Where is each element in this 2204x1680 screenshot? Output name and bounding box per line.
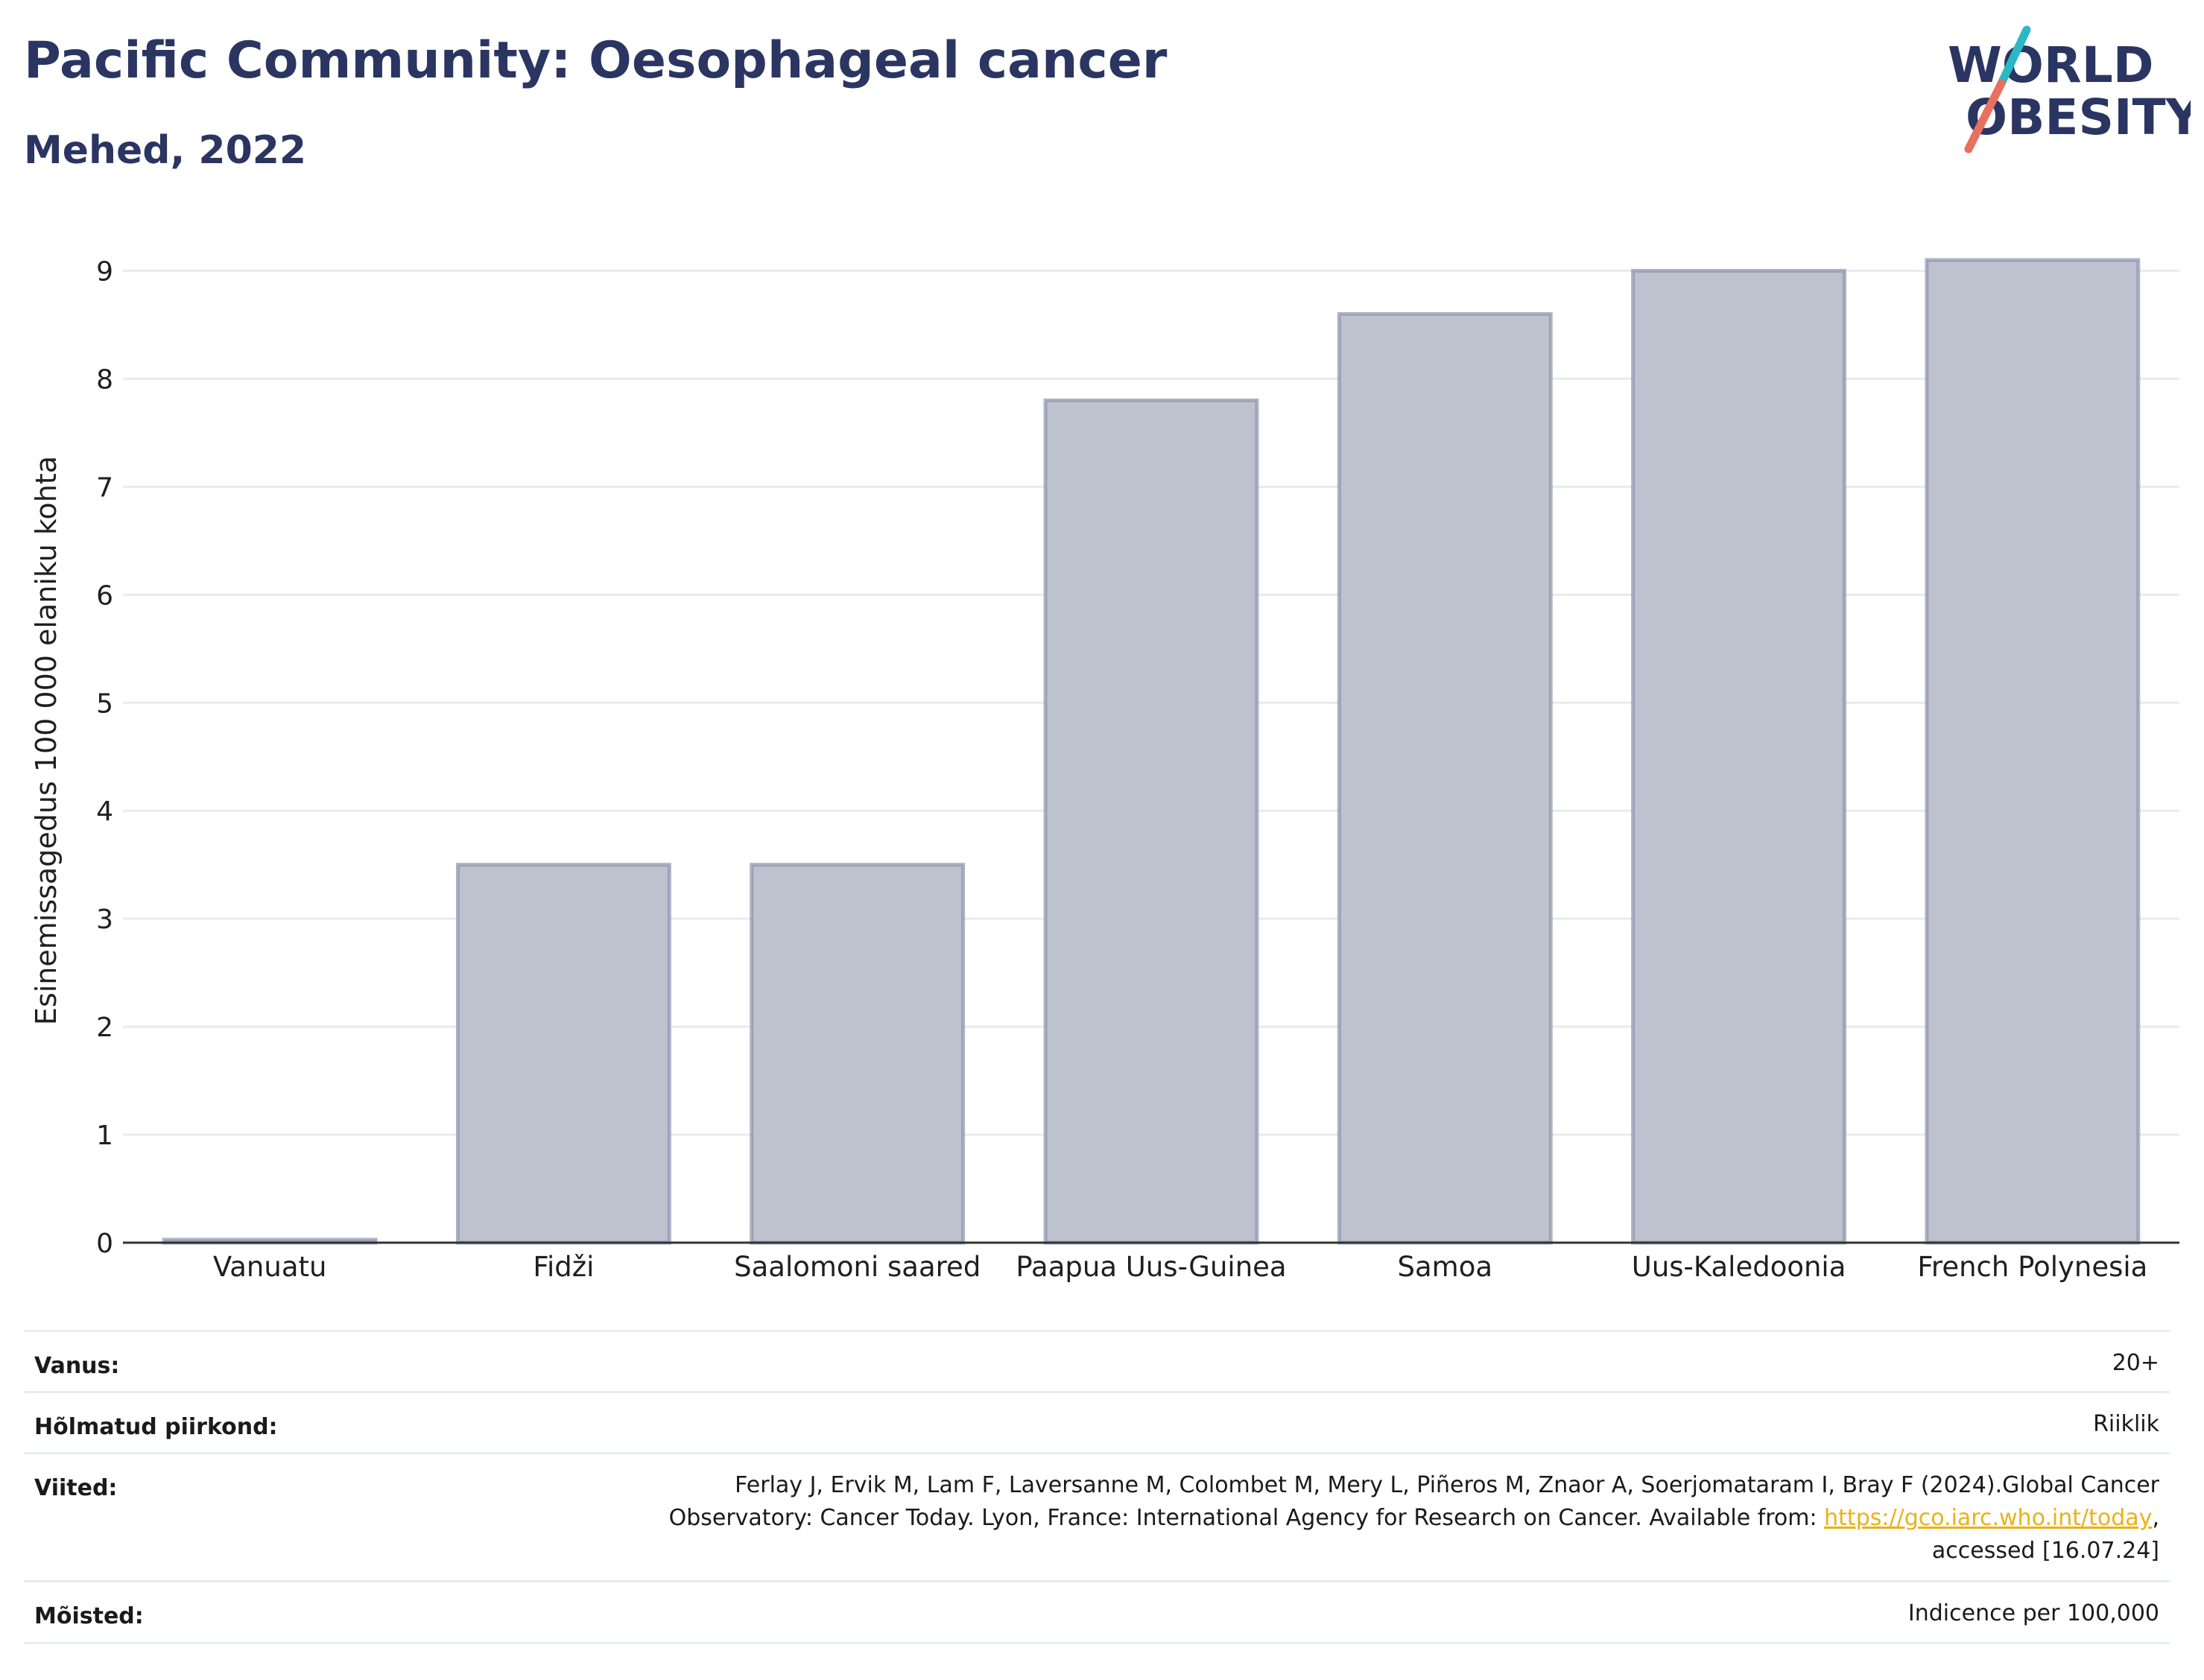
chart-subtitle: Mehed, 2022 <box>24 128 307 173</box>
age-value: 20+ <box>2112 1350 2159 1376</box>
x-tick-label: Vanuatu <box>213 1251 327 1283</box>
age-label: Vanus: <box>34 1353 120 1379</box>
bar <box>455 863 671 1245</box>
references-line-2-end: , <box>2152 1505 2159 1531</box>
x-tick-label: Fidži <box>533 1251 594 1283</box>
y-tick-label: 2 <box>96 1012 113 1043</box>
references-link[interactable]: https://gco.iarc.who.int/today <box>1824 1505 2153 1531</box>
info-row-definitions: Mõisted: Indicence per 100,000 <box>24 1580 2170 1644</box>
logo-text-obesity: OBESITY <box>1966 89 2191 146</box>
x-tick-label: French Polynesia <box>1917 1251 2147 1283</box>
x-tick-label: Paapua Uus-Guinea <box>1016 1251 1286 1283</box>
region-label: Hõlmatud piirkond: <box>34 1414 278 1440</box>
y-axis-label: Esinemissagedus 100 000 elaniku kohta <box>30 456 63 1025</box>
x-tick-label: Saalomoni saared <box>734 1251 981 1283</box>
y-tick-label: 8 <box>96 364 113 395</box>
y-tick-label: 9 <box>96 256 113 287</box>
x-tick-label: Uus-Kaledoonia <box>1632 1251 1846 1283</box>
info-row-region: Hõlmatud piirkond: Riiklik <box>24 1391 2170 1453</box>
references-line-2-text: Observatory: Cancer Today. Lyon, France:… <box>668 1505 1825 1531</box>
region-value: Riiklik <box>2093 1411 2159 1437</box>
bar <box>1925 258 2141 1245</box>
y-tick-label: 3 <box>96 904 113 935</box>
world-obesity-logo: WORLD OBESITY <box>1948 25 2191 153</box>
references-line-3: accessed [16.07.24] <box>1931 1538 2159 1564</box>
y-tick-label: 0 <box>96 1229 113 1259</box>
bar <box>1631 268 1847 1245</box>
y-tick-label: 1 <box>96 1120 113 1151</box>
definitions-value: Indicence per 100,000 <box>1907 1600 2159 1626</box>
definitions-label: Mõisted: <box>34 1603 144 1629</box>
chart-title: Pacific Community: Oesophageal cancer <box>24 31 1168 90</box>
bar <box>1337 311 1553 1245</box>
references-line-2: Observatory: Cancer Today. Lyon, France:… <box>446 1502 2159 1535</box>
references-line-1: Ferlay J, Ervik M, Lam F, Laversanne M, … <box>735 1472 2159 1498</box>
references-value: Ferlay J, Ervik M, Lam F, Laversanne M, … <box>446 1469 2159 1568</box>
bar <box>1043 398 1259 1245</box>
y-tick-label: 6 <box>96 580 113 611</box>
y-tick-label: 4 <box>96 796 113 827</box>
bar <box>750 863 966 1245</box>
references-label: Viited: <box>34 1475 118 1501</box>
logo-text-world: WORLD <box>1948 37 2154 94</box>
info-row-age: Vanus: 20+ <box>24 1330 2170 1392</box>
y-tick-label: 7 <box>96 472 113 503</box>
y-tick-label: 5 <box>96 688 113 719</box>
x-tick-label: Samoa <box>1398 1251 1493 1283</box>
bar-chart: 0 1 2 3 4 5 6 7 8 9 Vanuatu Fidži Saalomoni saared Pa… <box>30 256 2179 1283</box>
info-row-references: Viited: Ferlay J, Ervik M, Lam F, Lavers… <box>24 1452 2170 1581</box>
